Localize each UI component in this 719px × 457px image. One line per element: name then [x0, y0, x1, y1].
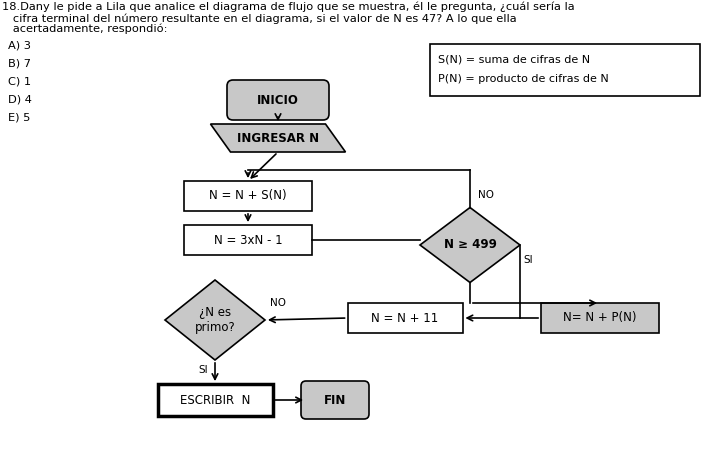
- Bar: [184, 181, 312, 211]
- Text: acertadamente, respondió:: acertadamente, respondió:: [2, 24, 168, 34]
- Text: N ≥ 499: N ≥ 499: [444, 239, 496, 251]
- Bar: [430, 44, 700, 96]
- Text: SI: SI: [523, 255, 533, 265]
- Bar: [157, 384, 273, 416]
- FancyBboxPatch shape: [301, 381, 369, 419]
- Text: S(N) = suma de cifras de N: S(N) = suma de cifras de N: [438, 54, 590, 64]
- Text: SI: SI: [198, 365, 208, 375]
- Polygon shape: [211, 124, 346, 152]
- Text: C) 1: C) 1: [8, 77, 31, 87]
- Text: 18.Dany le pide a Lila que analice el diagrama de flujo que se muestra, él le pr: 18.Dany le pide a Lila que analice el di…: [2, 2, 574, 12]
- Text: NO: NO: [478, 190, 494, 200]
- Bar: [541, 303, 659, 333]
- Polygon shape: [165, 280, 265, 360]
- Text: cifra terminal del número resultante en el diagrama, si el valor de N es 47? A l: cifra terminal del número resultante en …: [2, 13, 517, 23]
- Text: N= N + P(N): N= N + P(N): [563, 312, 637, 324]
- Text: INGRESAR N: INGRESAR N: [237, 132, 319, 144]
- Bar: [347, 303, 462, 333]
- Text: ¿N es
primo?: ¿N es primo?: [195, 306, 235, 334]
- Bar: [184, 225, 312, 255]
- Text: ESCRIBIR  N: ESCRIBIR N: [180, 393, 250, 406]
- Text: E) 5: E) 5: [8, 113, 30, 123]
- Text: A) 3: A) 3: [8, 40, 31, 50]
- FancyBboxPatch shape: [227, 80, 329, 120]
- Polygon shape: [420, 207, 520, 282]
- Text: B) 7: B) 7: [8, 58, 31, 68]
- Text: P(N) = producto de cifras de N: P(N) = producto de cifras de N: [438, 74, 609, 84]
- Text: N = N + S(N): N = N + S(N): [209, 190, 287, 202]
- Text: FIN: FIN: [324, 393, 346, 406]
- Text: NO: NO: [270, 298, 286, 308]
- Text: D) 4: D) 4: [8, 95, 32, 105]
- Text: N = N + 11: N = N + 11: [372, 312, 439, 324]
- Text: N = 3xN - 1: N = 3xN - 1: [214, 234, 283, 246]
- Text: INICIO: INICIO: [257, 94, 299, 106]
